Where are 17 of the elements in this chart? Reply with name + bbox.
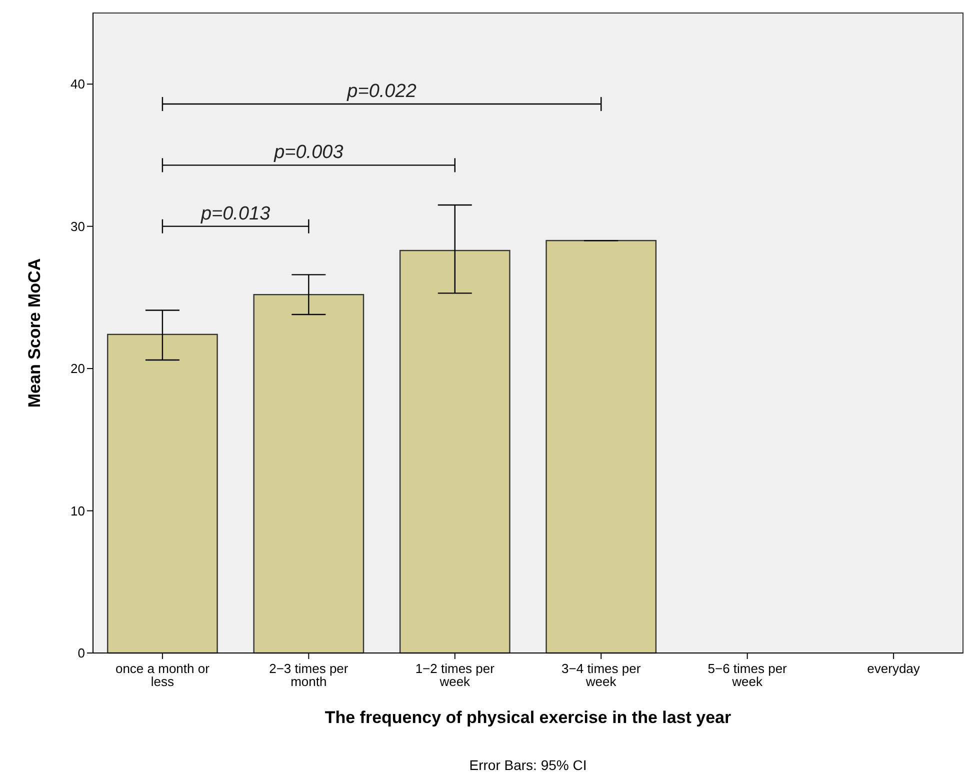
annotation: p=0.022 xyxy=(346,81,417,102)
annotation: p=0.003 xyxy=(273,142,344,164)
x-tick-label: 2−3 times per month xyxy=(269,661,349,689)
text: Error Bars: 95% CI xyxy=(469,757,587,773)
y-tick-label: 40 xyxy=(70,76,85,92)
y-tick-label: 0 xyxy=(78,646,85,661)
x-tick-label: once a month or less xyxy=(115,661,210,689)
x-tick-label: 5−6 times per week xyxy=(708,661,788,689)
y-axis-title: Mean Score MoCA xyxy=(25,258,44,408)
x-axis-title: The frequency of physical exercise in the last year xyxy=(324,708,732,727)
annotation: p=0.013 xyxy=(200,203,271,224)
x-tick-label: 1−2 times per week xyxy=(415,661,496,689)
y-tick-label: 10 xyxy=(70,503,85,518)
x-tick-label: everyday xyxy=(867,661,920,676)
x-tick-label: 3−4 times per week xyxy=(562,661,642,689)
y-tick-label: 20 xyxy=(70,361,85,376)
y-tick-label: 30 xyxy=(70,218,85,234)
